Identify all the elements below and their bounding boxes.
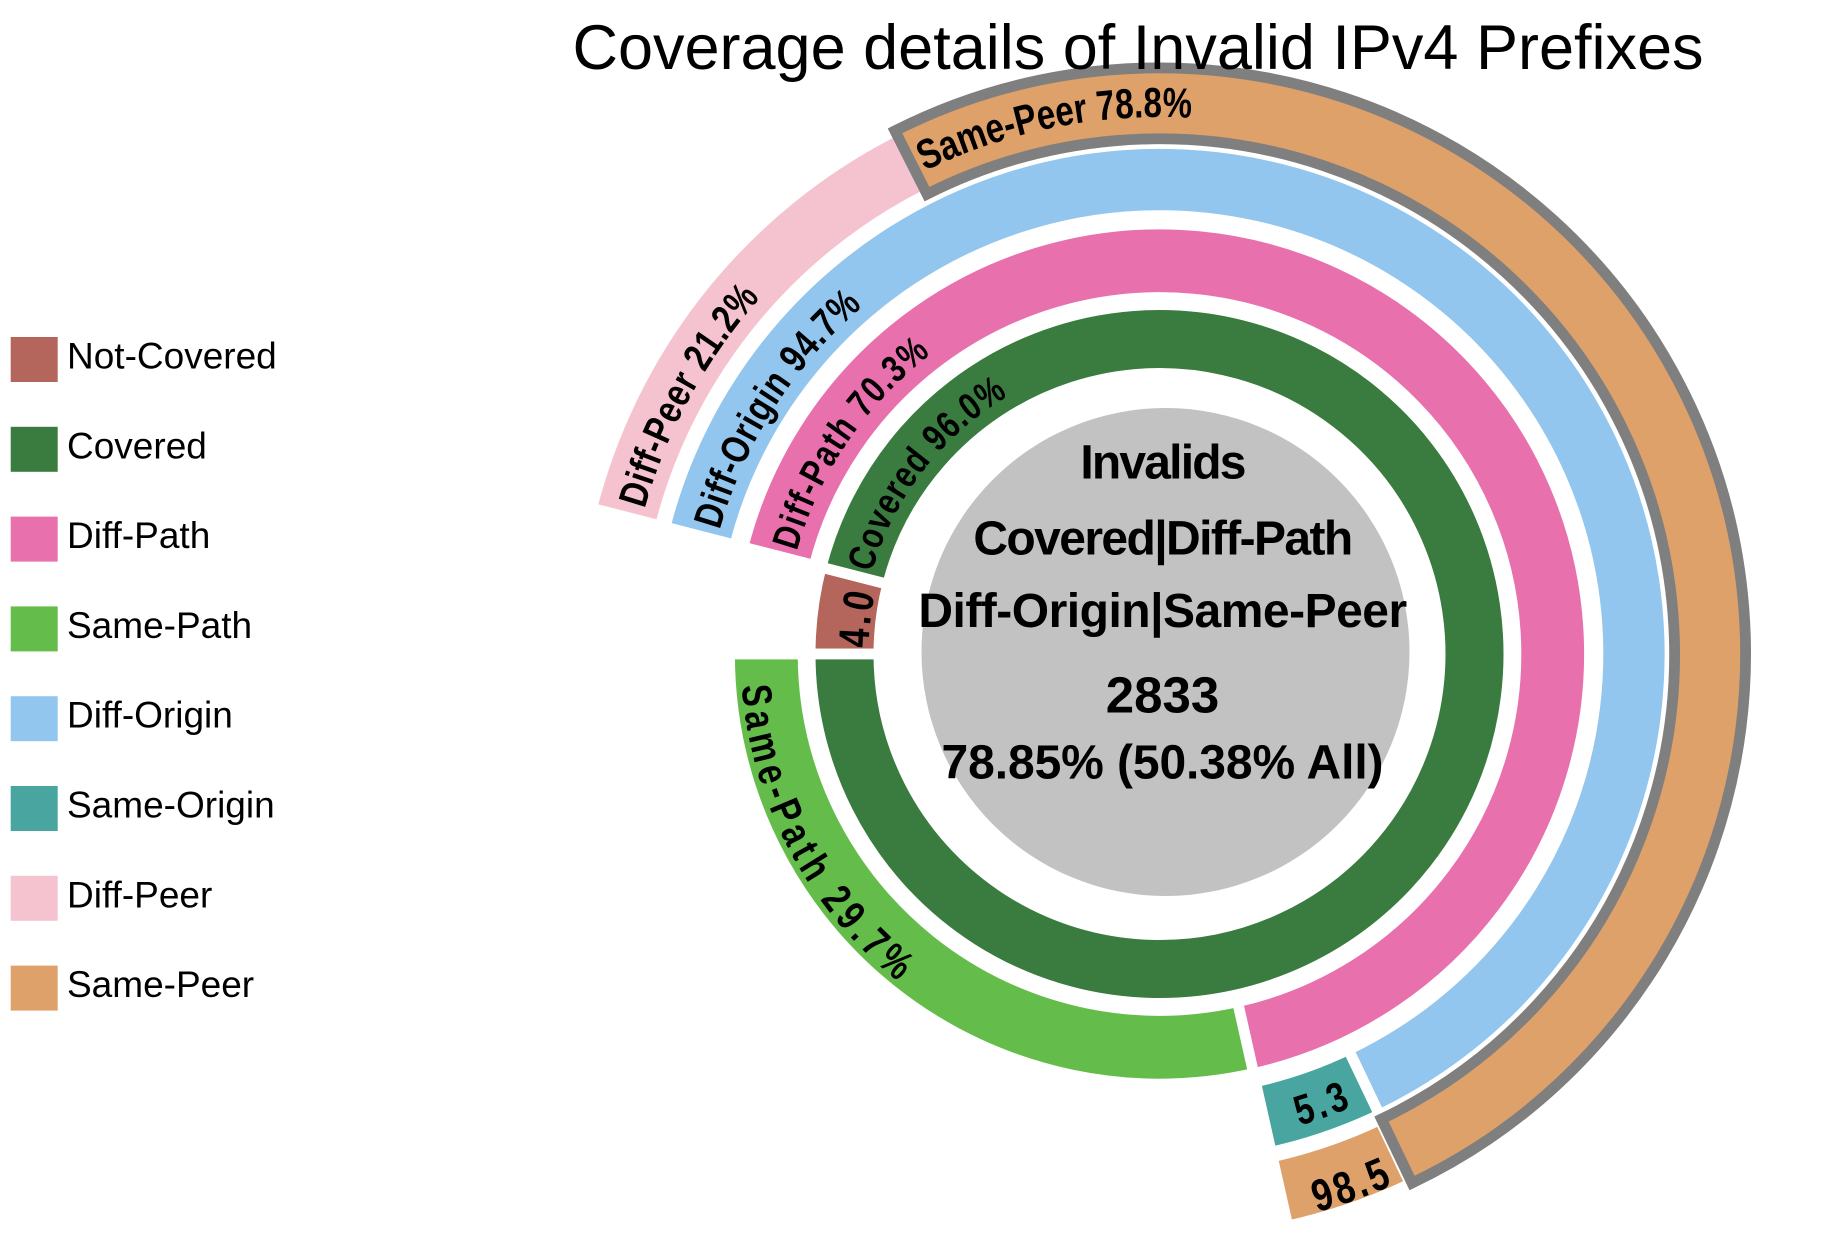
svg-text:S: S <box>733 682 782 709</box>
svg-text:Same-Path: Same-Path <box>67 605 252 646</box>
svg-text:Covered|Diff-Path: Covered|Diff-Path <box>973 512 1351 565</box>
svg-text:%: % <box>1162 80 1193 128</box>
svg-text:Same-Origin: Same-Origin <box>67 785 275 826</box>
svg-text:.: . <box>1133 81 1144 128</box>
svg-text:Coverage details of Invalid IP: Coverage details of Invalid IPv4 Prefixe… <box>572 13 1703 83</box>
svg-text:Diff-Path: Diff-Path <box>67 515 210 556</box>
svg-text:7: 7 <box>1094 82 1117 130</box>
svg-text:78.85% (50.38% All): 78.85% (50.38% All) <box>942 736 1384 789</box>
svg-text:8: 8 <box>1114 81 1135 129</box>
svg-text:Same-Peer: Same-Peer <box>67 964 254 1005</box>
svg-text:Diff-Origin|Same-Peer: Diff-Origin|Same-Peer <box>918 585 1406 638</box>
svg-text:Covered: Covered <box>67 425 207 466</box>
svg-text:4: 4 <box>831 627 879 649</box>
svg-text:Invalids: Invalids <box>1080 436 1244 489</box>
svg-text:Diff-Peer: Diff-Peer <box>67 874 212 915</box>
svg-text:2833: 2833 <box>1106 667 1219 724</box>
svg-text:8: 8 <box>1143 80 1162 127</box>
svg-text:Not-Covered: Not-Covered <box>67 336 277 377</box>
svg-text:Diff-Origin: Diff-Origin <box>67 695 233 736</box>
